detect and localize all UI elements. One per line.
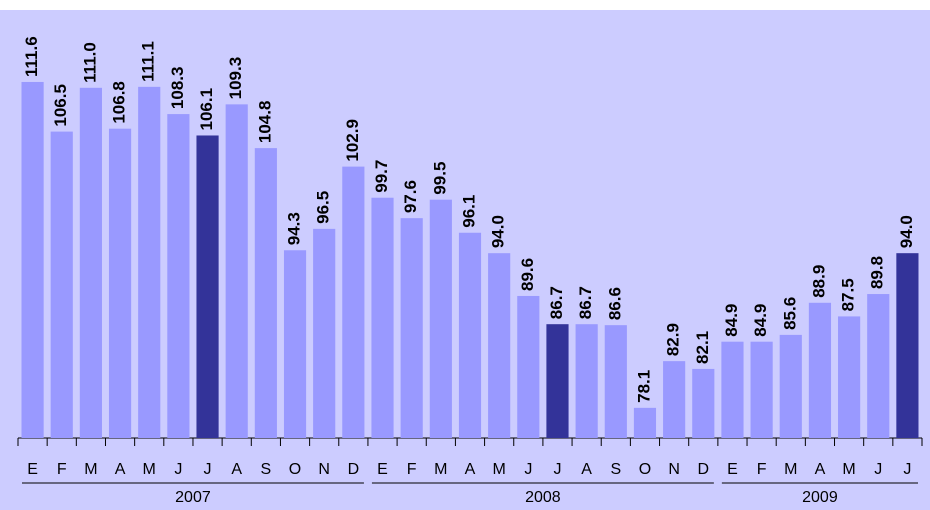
value-label: 111.1 [139, 41, 158, 82]
bar [750, 341, 773, 438]
bar [429, 199, 452, 438]
value-label: 86.7 [547, 286, 566, 319]
x-tick-label: M [842, 461, 855, 478]
bar [167, 114, 190, 438]
value-label: 87.5 [839, 278, 858, 311]
value-label: 96.1 [459, 195, 478, 228]
bar [779, 334, 802, 438]
value-label: 111.0 [80, 42, 99, 83]
value-label: 86.7 [576, 286, 595, 319]
bar [138, 86, 161, 438]
bar [663, 361, 686, 438]
x-tick-label: M [492, 461, 505, 478]
value-label: 94.0 [489, 215, 508, 248]
bar [692, 368, 715, 438]
bar [458, 232, 482, 438]
x-tick-label: F [57, 461, 67, 478]
value-label: 94.3 [285, 212, 304, 245]
value-label: 106.5 [51, 84, 70, 127]
bar [575, 324, 598, 438]
x-tick-label: O [639, 461, 651, 478]
x-tick-label: A [115, 461, 126, 478]
bar [21, 81, 44, 439]
bar [488, 253, 511, 438]
x-tick-label: N [668, 461, 680, 478]
x-tick-label: M [434, 461, 447, 478]
bar [371, 197, 394, 438]
x-tick-label: A [231, 461, 242, 478]
value-label: 99.5 [430, 162, 449, 195]
x-tick-label: A [581, 461, 592, 478]
value-label: 89.8 [868, 256, 887, 289]
x-tick-label: M [84, 461, 97, 478]
bar [79, 87, 102, 439]
year-label: 2008 [525, 489, 561, 506]
x-tick-label: F [407, 461, 417, 478]
value-label: 84.9 [722, 304, 741, 337]
value-label: 106.1 [197, 88, 216, 131]
x-tick-label: A [465, 461, 476, 478]
value-label: 99.7 [372, 160, 391, 193]
value-label: 88.9 [809, 265, 828, 298]
bar [50, 131, 73, 438]
x-tick-label: D [698, 461, 710, 478]
x-tick-label: D [348, 461, 360, 478]
bar [808, 302, 832, 438]
value-label: 106.8 [110, 81, 129, 124]
x-tick-label: N [318, 461, 330, 478]
bar [254, 148, 277, 439]
x-tick-label: J [204, 461, 212, 478]
x-tick-label: J [553, 461, 561, 478]
x-tick-label: E [727, 461, 738, 478]
bar [313, 228, 336, 438]
x-tick-label: J [903, 461, 911, 478]
x-tick-label: F [757, 461, 767, 478]
value-label: 82.1 [693, 331, 712, 364]
value-label: 97.6 [401, 180, 420, 213]
value-label: 89.6 [518, 258, 537, 291]
value-label: 86.6 [605, 287, 624, 320]
x-tick-label: O [289, 461, 301, 478]
bar [867, 294, 890, 438]
x-tick-label: J [174, 461, 182, 478]
bar [838, 316, 861, 438]
value-label: 78.1 [634, 370, 653, 403]
bar [604, 325, 627, 438]
bar [196, 135, 219, 438]
x-tick-label: S [610, 461, 621, 478]
bar [225, 104, 248, 438]
bar [400, 218, 423, 438]
value-label: 96.5 [314, 191, 333, 224]
value-label: 102.9 [343, 119, 362, 162]
value-label: 82.9 [664, 323, 683, 356]
bar [108, 128, 132, 438]
bar [517, 295, 540, 438]
value-label: 108.3 [168, 67, 187, 110]
x-tick-label: E [377, 461, 388, 478]
bar [546, 324, 569, 438]
x-tick-label: M [143, 461, 156, 478]
bar [633, 407, 657, 438]
value-label: 104.8 [255, 101, 274, 144]
bar [896, 253, 919, 438]
value-label: 111.6 [22, 36, 41, 77]
value-label: 109.3 [226, 57, 245, 100]
value-label: 94.0 [897, 215, 916, 248]
year-label: 2009 [802, 489, 838, 506]
bar [283, 250, 307, 438]
year-label: 2007 [175, 489, 211, 506]
x-tick-label: M [784, 461, 797, 478]
bar [342, 166, 365, 439]
x-tick-label: A [815, 461, 826, 478]
x-tick-label: E [27, 461, 38, 478]
value-label: 84.9 [751, 304, 770, 337]
value-label: 85.6 [780, 297, 799, 330]
x-tick-label: S [261, 461, 272, 478]
x-tick-label: J [874, 461, 882, 478]
bar [721, 341, 744, 438]
x-tick-label: J [524, 461, 532, 478]
